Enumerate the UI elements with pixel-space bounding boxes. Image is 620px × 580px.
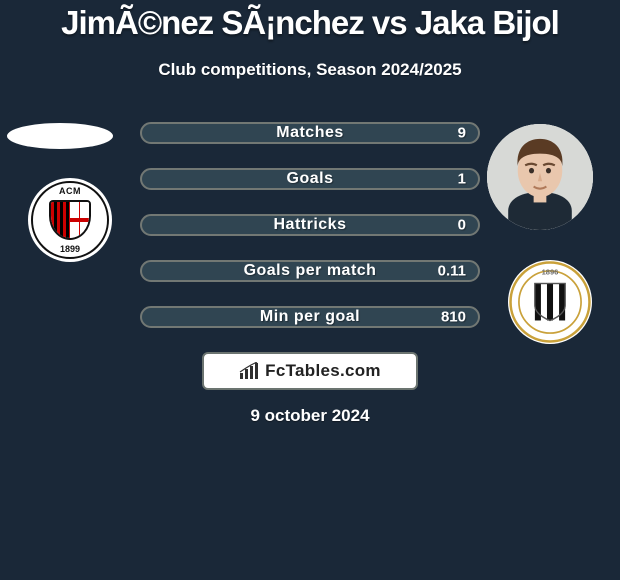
stat-row: Hattricks 0	[140, 214, 480, 236]
date-text: 9 october 2024	[0, 406, 620, 426]
stat-value: 0.11	[438, 263, 466, 280]
stat-row: Matches 9	[140, 122, 480, 144]
stat-label: Goals	[287, 170, 334, 188]
stat-label: Matches	[276, 124, 344, 142]
stat-value: 810	[441, 309, 466, 326]
stat-value: 0	[458, 217, 466, 234]
stat-label: Hattricks	[274, 216, 347, 234]
stat-value: 1	[458, 171, 466, 188]
stat-value: 9	[458, 125, 466, 142]
attribution-badge: FcTables.com	[202, 352, 418, 390]
club-right-badge: 1896	[508, 260, 592, 344]
acmilan-top-text: ACM	[59, 186, 81, 196]
page-title: JimÃ©nez SÃ¡nchez vs Jaka Bijol	[0, 0, 620, 42]
udinese-year-text: 1896	[542, 267, 559, 276]
acmilan-crest-icon: ACM 1899	[28, 178, 112, 262]
stat-row: Goals per match 0.11	[140, 260, 480, 282]
attribution-text: FcTables.com	[265, 361, 381, 381]
udinese-crest-icon: 1896	[508, 260, 592, 344]
stat-label: Goals per match	[244, 262, 377, 280]
player-left-avatar	[7, 123, 113, 149]
stat-bar: Min per goal 810	[140, 306, 480, 328]
acmilan-year-text: 1899	[60, 244, 80, 254]
stat-row: Min per goal 810	[140, 306, 480, 328]
player-right-avatar	[487, 124, 593, 230]
club-left-badge: ACM 1899	[28, 178, 112, 262]
stat-bar: Goals 1	[140, 168, 480, 190]
stat-bar: Matches 9	[140, 122, 480, 144]
face-icon	[487, 124, 593, 230]
stat-bar: Hattricks 0	[140, 214, 480, 236]
stat-row: Goals 1	[140, 168, 480, 190]
subtitle: Club competitions, Season 2024/2025	[0, 60, 620, 80]
bar-chart-icon	[239, 362, 261, 380]
stat-bar: Goals per match 0.11	[140, 260, 480, 282]
stat-label: Min per goal	[260, 308, 360, 326]
